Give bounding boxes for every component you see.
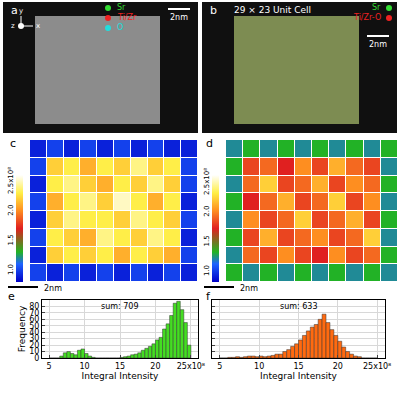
svg-text:O: O	[117, 23, 123, 32]
svg-text:30: 30	[29, 334, 39, 343]
svg-text:c: c	[10, 137, 16, 150]
svg-text:y: y	[19, 7, 23, 15]
svg-text:2nm: 2nm	[44, 284, 62, 293]
svg-text:1.0: 1.0	[203, 265, 211, 276]
svg-text:Integral Intensity: Integral Intensity	[260, 371, 338, 381]
svg-text:Frequency: Frequency	[17, 305, 27, 352]
svg-text:29 × 23 Unit Cell: 29 × 23 Unit Cell	[234, 5, 311, 15]
svg-text:sum: 633: sum: 633	[280, 302, 318, 311]
svg-text:d: d	[206, 137, 213, 150]
svg-text:Ti/Zr-O: Ti/Zr-O	[353, 13, 381, 22]
svg-text:x: x	[36, 22, 40, 30]
svg-text:2.5x10⁸: 2.5x10⁸	[203, 168, 211, 195]
svg-text:e: e	[8, 290, 15, 303]
svg-text:f: f	[206, 290, 211, 303]
svg-text:2.5x10⁸: 2.5x10⁸	[7, 167, 15, 194]
svg-text:60: 60	[29, 315, 39, 324]
svg-text:20: 20	[29, 341, 39, 350]
svg-text:10: 10	[79, 362, 89, 371]
svg-text:Integral Intensity: Integral Intensity	[82, 371, 160, 381]
svg-text:50: 50	[29, 322, 39, 331]
svg-text:1.5: 1.5	[7, 234, 15, 245]
svg-text:70: 70	[29, 309, 39, 318]
svg-text:40: 40	[29, 328, 39, 337]
svg-text:2.0: 2.0	[7, 205, 15, 216]
svg-text:25x10⁸: 25x10⁸	[363, 362, 391, 371]
svg-text:1.0: 1.0	[7, 264, 15, 275]
svg-text:20: 20	[150, 362, 160, 371]
svg-text:5: 5	[217, 362, 222, 371]
svg-text:80: 80	[29, 302, 39, 311]
svg-text:b: b	[210, 4, 217, 17]
svg-text:Sr: Sr	[117, 3, 126, 12]
svg-text:2nm: 2nm	[240, 284, 258, 293]
svg-text:Sr: Sr	[372, 3, 381, 12]
svg-text:z: z	[11, 22, 15, 30]
svg-text:20: 20	[333, 362, 343, 371]
svg-text:10: 10	[254, 362, 264, 371]
svg-text:0: 0	[34, 354, 39, 363]
svg-text:2nm: 2nm	[170, 13, 188, 22]
svg-text:Ti/Zr: Ti/Zr	[117, 13, 137, 22]
svg-text:5: 5	[47, 362, 52, 371]
svg-text:1.5: 1.5	[203, 235, 211, 246]
svg-text:sum: 709: sum: 709	[101, 302, 139, 311]
svg-text:15: 15	[293, 362, 303, 371]
svg-text:25x10⁸: 25x10⁸	[177, 362, 205, 371]
svg-text:15: 15	[115, 362, 125, 371]
svg-text:2nm: 2nm	[369, 40, 387, 49]
svg-text:10: 10	[29, 347, 39, 356]
svg-text:2.0: 2.0	[203, 206, 211, 217]
svg-text:a: a	[11, 4, 18, 17]
